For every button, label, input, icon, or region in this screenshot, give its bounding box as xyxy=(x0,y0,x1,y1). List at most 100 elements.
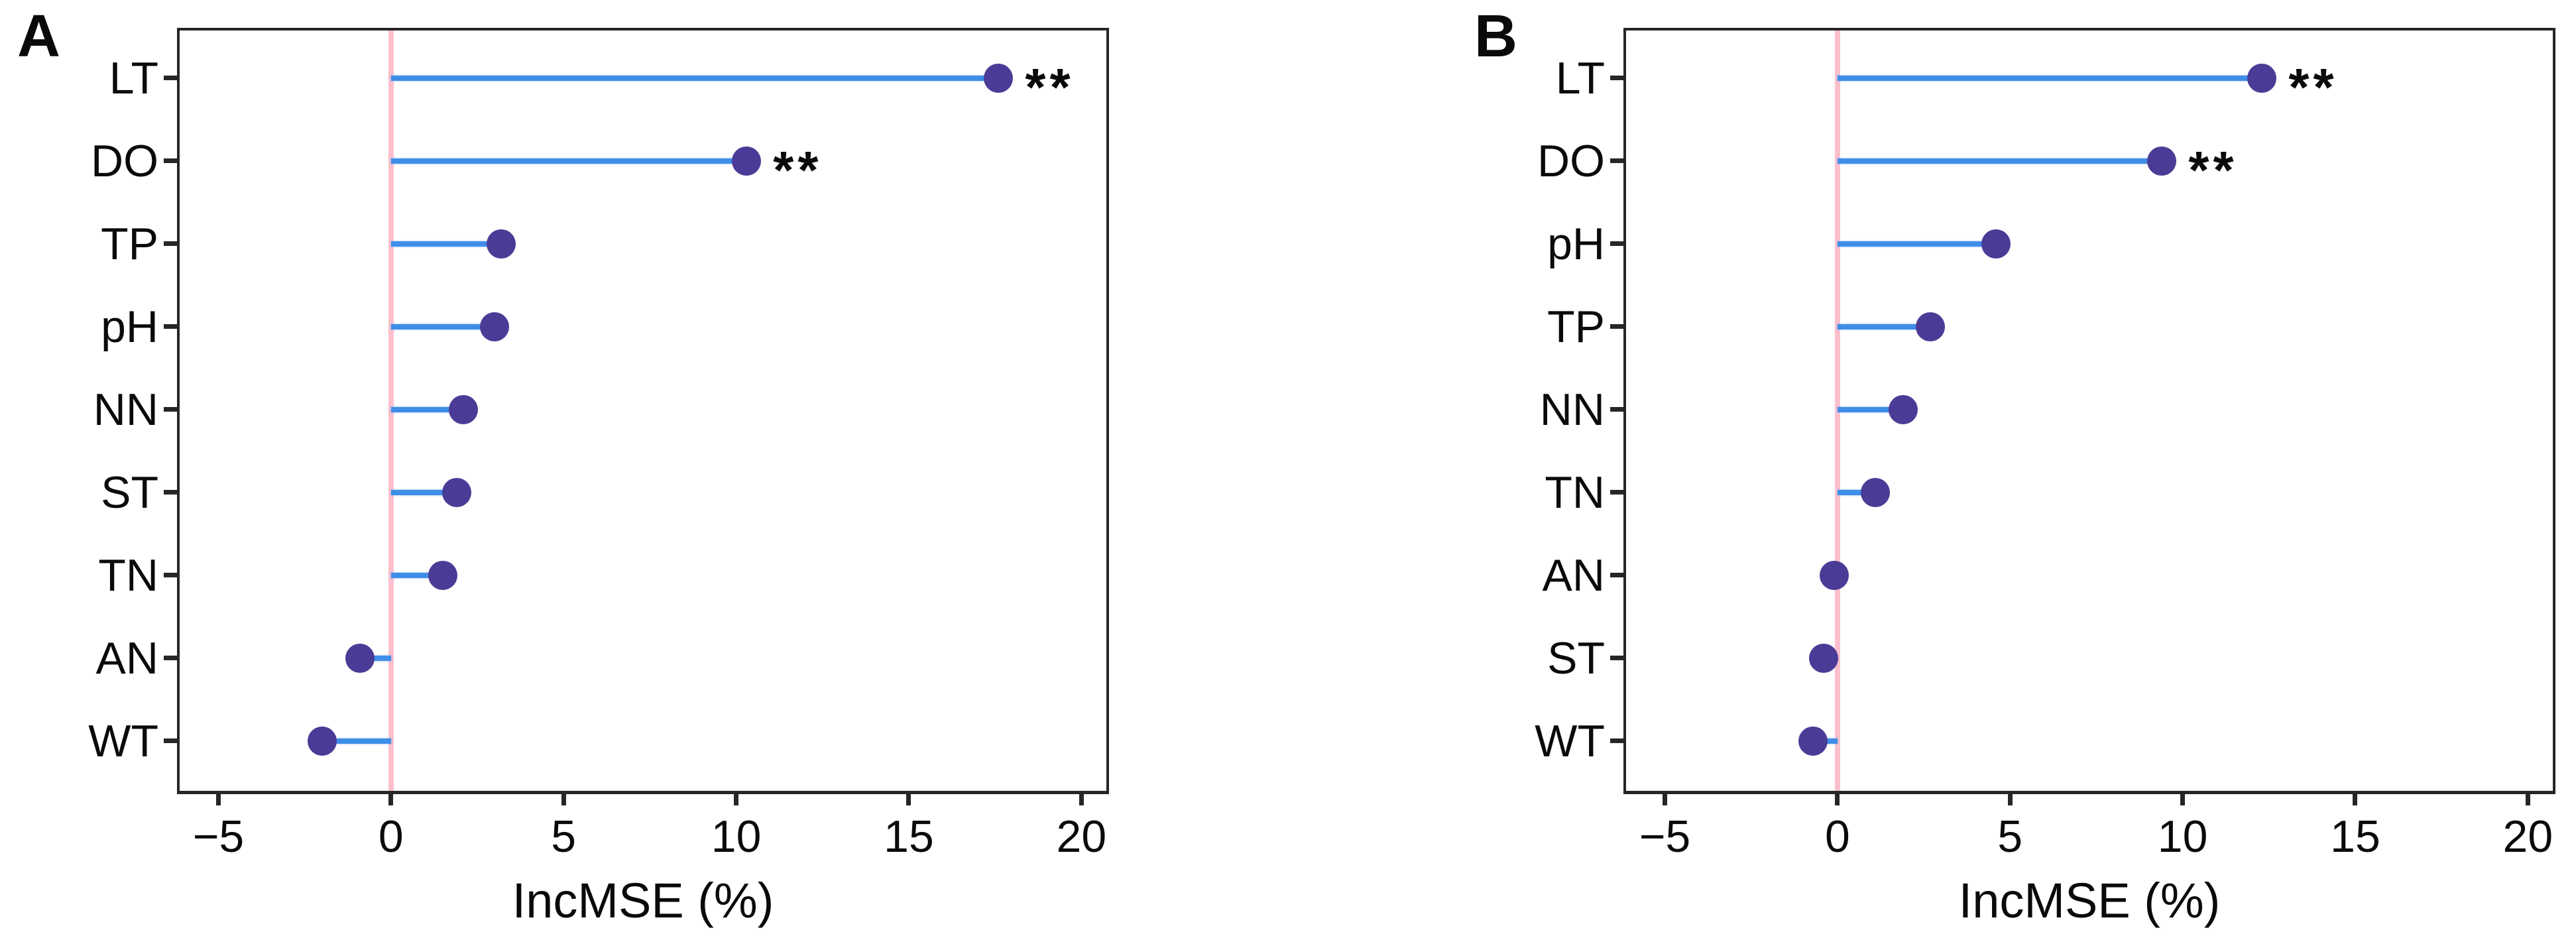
y-axis-label-WT: WT xyxy=(88,715,158,766)
lollipop-stem xyxy=(1837,241,1997,247)
lollipop-dot xyxy=(1809,643,1839,673)
lollipop-dot xyxy=(984,63,1014,93)
y-tick xyxy=(1610,573,1623,577)
x-tick xyxy=(2525,792,2530,805)
y-axis-label-TP: TP xyxy=(101,218,158,269)
significance-stars: ** xyxy=(1025,57,1075,117)
y-axis-label-DO: DO xyxy=(1537,135,1605,186)
lollipop-dot xyxy=(2147,146,2177,176)
y-axis-label-TN: TN xyxy=(98,550,158,601)
y-tick xyxy=(1610,241,1623,246)
x-axis-title: IncMSE (%) xyxy=(512,873,774,928)
y-axis-label-ST: ST xyxy=(1547,632,1605,683)
lollipop-dot xyxy=(480,312,510,341)
lollipop-dot xyxy=(441,477,471,507)
lollipop-stem xyxy=(1837,75,2262,81)
lollipop-stem xyxy=(322,738,391,744)
x-tick xyxy=(734,792,739,805)
lollipop-dot xyxy=(449,394,479,424)
lollipop-dot xyxy=(2247,63,2277,93)
y-tick xyxy=(164,490,177,495)
lollipop-dot xyxy=(1798,726,1828,756)
y-tick xyxy=(1610,158,1623,163)
x-tick-label: −5 xyxy=(192,811,245,862)
x-tick-label: 0 xyxy=(1824,811,1850,862)
y-tick xyxy=(164,324,177,329)
lollipop-dot xyxy=(428,560,457,590)
y-axis-label-ST: ST xyxy=(101,467,158,518)
y-tick xyxy=(164,158,177,163)
plot-border xyxy=(177,28,1109,794)
x-tick-label: 20 xyxy=(2502,811,2553,862)
y-tick xyxy=(1610,738,1623,743)
x-tick xyxy=(906,792,911,805)
lollipop-stem xyxy=(390,489,457,495)
x-tick-label: 0 xyxy=(378,811,404,862)
lollipop-dot xyxy=(732,146,762,176)
y-axis-label-LT: LT xyxy=(109,52,158,103)
y-axis-label-TN: TN xyxy=(1545,467,1605,518)
x-tick xyxy=(1079,792,1084,805)
x-tick-label: 10 xyxy=(2157,811,2208,862)
x-tick-label: 10 xyxy=(711,811,762,862)
y-tick xyxy=(164,738,177,743)
x-axis-title: IncMSE (%) xyxy=(1958,873,2221,928)
x-tick xyxy=(2353,792,2358,805)
lollipop-stem xyxy=(390,323,495,329)
lollipop-dot xyxy=(487,229,516,259)
lollipop-stem xyxy=(390,406,464,412)
x-tick xyxy=(2007,792,2013,805)
plot-border xyxy=(1623,28,2555,794)
lollipop-dot xyxy=(1981,229,2011,259)
y-tick xyxy=(1610,76,1623,80)
x-tick xyxy=(1835,792,1840,805)
x-tick-label: 5 xyxy=(1997,811,2023,862)
significance-stars: ** xyxy=(2188,140,2238,200)
y-axis-label-WT: WT xyxy=(1535,715,1605,766)
lollipop-stem xyxy=(1837,158,2162,164)
lollipop-dot xyxy=(1861,477,1891,507)
lollipop-stem xyxy=(1837,489,1876,495)
y-axis-label-NN: NN xyxy=(93,384,158,435)
x-tick xyxy=(1662,792,1667,805)
lollipop-dot xyxy=(1916,312,1946,341)
y-axis-label-AN: AN xyxy=(95,632,158,683)
x-tick xyxy=(388,792,394,805)
lollipop-stem xyxy=(1837,323,1931,329)
x-tick-label: 15 xyxy=(2330,811,2380,862)
lollipop-dot xyxy=(1819,560,1849,590)
x-tick xyxy=(561,792,566,805)
x-tick-label: 15 xyxy=(884,811,934,862)
lollipop-stem xyxy=(390,241,502,247)
lollipop-dot xyxy=(1888,394,1918,424)
y-tick xyxy=(164,656,177,660)
x-tick-label: −5 xyxy=(1639,811,1691,862)
y-axis-label-TP: TP xyxy=(1547,301,1605,352)
y-tick xyxy=(1610,407,1623,412)
lollipop-dot xyxy=(345,643,375,673)
panel-a-letter: A xyxy=(17,3,60,70)
y-tick xyxy=(164,241,177,246)
y-tick xyxy=(1610,490,1623,495)
y-axis-label-pH: pH xyxy=(1547,218,1605,269)
lollipop-stem xyxy=(1837,406,1903,412)
x-tick xyxy=(2180,792,2186,805)
y-tick xyxy=(164,407,177,412)
x-tick-label: 20 xyxy=(1056,811,1107,862)
significance-stars: ** xyxy=(2288,57,2338,117)
y-tick xyxy=(1610,324,1623,329)
y-axis-label-NN: NN xyxy=(1539,384,1605,435)
significance-stars: ** xyxy=(773,140,823,200)
y-tick xyxy=(1610,656,1623,660)
lollipop-stem xyxy=(390,572,443,578)
x-tick-label: 5 xyxy=(551,811,577,862)
y-axis-label-DO: DO xyxy=(91,135,158,186)
y-axis-label-pH: pH xyxy=(101,301,158,352)
y-tick xyxy=(164,573,177,577)
lollipop-stem xyxy=(390,158,747,164)
lollipop-stem xyxy=(359,655,391,661)
lollipop-stem xyxy=(390,75,999,81)
x-tick xyxy=(215,792,221,805)
y-tick xyxy=(164,76,177,80)
